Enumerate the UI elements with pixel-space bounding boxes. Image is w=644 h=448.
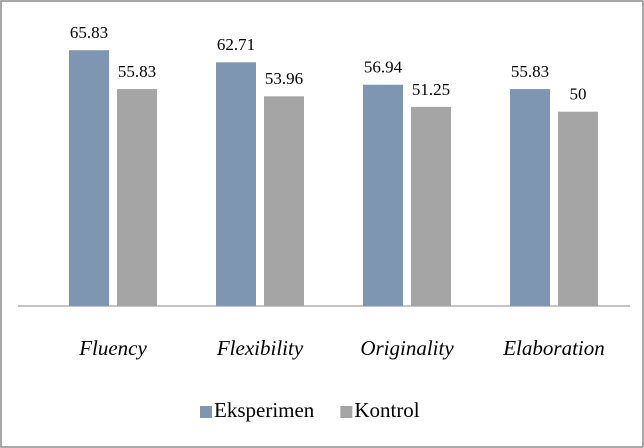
data-label: 50 xyxy=(570,85,587,104)
data-label: 56.94 xyxy=(364,58,403,77)
legend-swatch xyxy=(200,406,212,418)
data-label: 65.83 xyxy=(70,23,108,42)
bar xyxy=(264,96,304,306)
bar xyxy=(69,50,109,306)
data-label: 62.71 xyxy=(217,35,255,54)
bar xyxy=(363,84,403,306)
data-label: 53.96 xyxy=(265,69,303,88)
x-tick-label: Flexibility xyxy=(216,336,304,360)
bar xyxy=(510,89,550,306)
data-label: 55.83 xyxy=(118,62,156,81)
x-tick-label: Elaboration xyxy=(502,336,605,360)
x-tick-label: Fluency xyxy=(78,336,147,360)
legend-label: Kontrol xyxy=(354,398,419,422)
bar xyxy=(216,62,256,306)
bar xyxy=(117,89,157,306)
data-label: 51.25 xyxy=(412,80,450,99)
data-label: 55.83 xyxy=(511,62,549,81)
legend-swatch xyxy=(340,406,353,418)
legend-label: Eksperimen xyxy=(214,398,315,422)
bar xyxy=(411,106,451,306)
x-tick-label: Originality xyxy=(360,336,454,360)
bar xyxy=(558,111,598,306)
